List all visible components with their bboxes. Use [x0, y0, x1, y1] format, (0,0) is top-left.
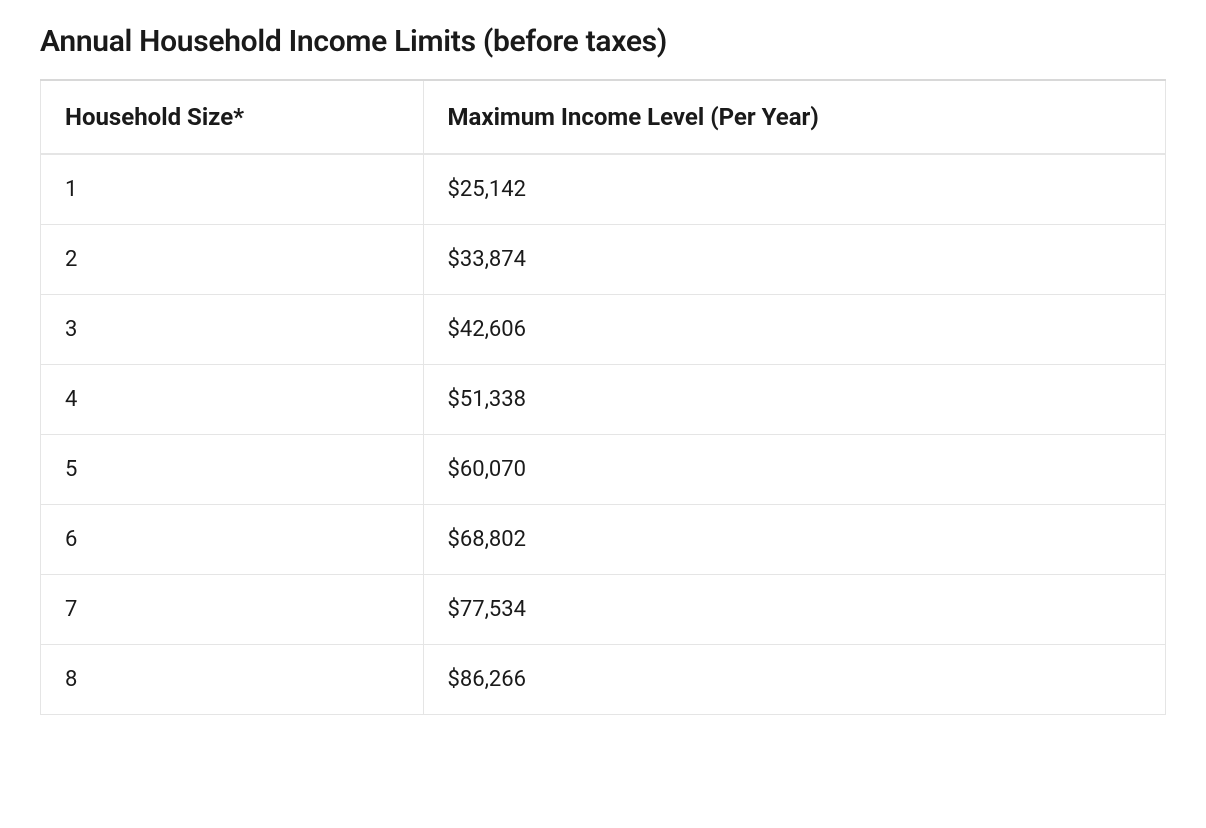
cell-max-income: $68,802 — [423, 505, 1166, 575]
cell-max-income: $60,070 — [423, 435, 1166, 505]
table-header-row: Household Size* Maximum Income Level (Pe… — [41, 80, 1166, 154]
column-header-max-income: Maximum Income Level (Per Year) — [423, 80, 1166, 154]
cell-max-income: $51,338 — [423, 365, 1166, 435]
cell-max-income: $25,142 — [423, 154, 1166, 225]
cell-household-size: 2 — [41, 225, 424, 295]
table-row: 6 $68,802 — [41, 505, 1166, 575]
income-limits-table-container: Household Size* Maximum Income Level (Pe… — [40, 79, 1166, 715]
page-title: Annual Household Income Limits (before t… — [40, 24, 1166, 59]
cell-max-income: $77,534 — [423, 575, 1166, 645]
cell-household-size: 5 — [41, 435, 424, 505]
cell-max-income: $86,266 — [423, 645, 1166, 715]
cell-household-size: 8 — [41, 645, 424, 715]
table-row: 4 $51,338 — [41, 365, 1166, 435]
cell-household-size: 7 — [41, 575, 424, 645]
column-header-household-size: Household Size* — [41, 80, 424, 154]
income-limits-table: Household Size* Maximum Income Level (Pe… — [40, 79, 1166, 715]
table-row: 5 $60,070 — [41, 435, 1166, 505]
cell-max-income: $33,874 — [423, 225, 1166, 295]
cell-household-size: 4 — [41, 365, 424, 435]
table-row: 2 $33,874 — [41, 225, 1166, 295]
table-row: 1 $25,142 — [41, 154, 1166, 225]
cell-household-size: 3 — [41, 295, 424, 365]
table-row: 7 $77,534 — [41, 575, 1166, 645]
cell-max-income: $42,606 — [423, 295, 1166, 365]
table-row: 8 $86,266 — [41, 645, 1166, 715]
table-row: 3 $42,606 — [41, 295, 1166, 365]
cell-household-size: 1 — [41, 154, 424, 225]
cell-household-size: 6 — [41, 505, 424, 575]
